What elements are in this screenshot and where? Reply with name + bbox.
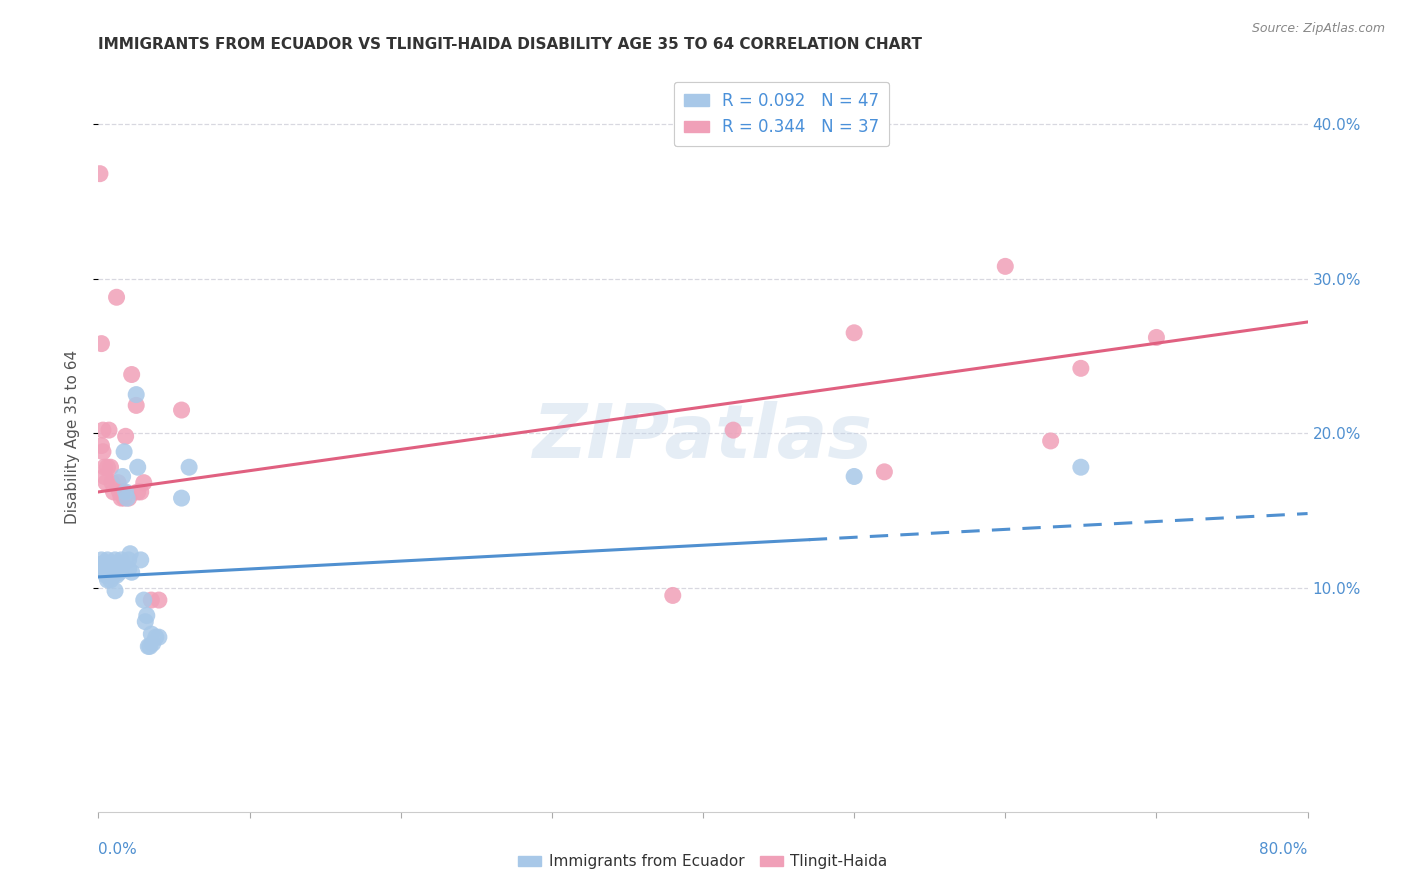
Point [93,469,115,483]
Text: ZIPatlas: ZIPatlas [533,401,873,474]
Point [111,469,134,483]
Point [107,475,129,490]
Point [93,460,115,475]
Point [661,589,683,603]
Point [112,491,135,505]
Point [104,553,127,567]
Point [98,568,121,582]
Point [90,439,112,453]
Point [114,484,136,499]
Point [121,368,143,382]
Point [89,167,111,181]
Text: Source: ZipAtlas.com: Source: ZipAtlas.com [1251,22,1385,36]
Point [129,484,152,499]
Point [108,566,131,580]
Point [132,593,155,607]
Point [127,484,149,499]
Point [135,608,157,623]
Point [1070,460,1092,475]
Point [96,460,118,475]
Point [127,460,149,475]
Point [103,484,125,499]
Point [108,484,131,499]
Y-axis label: Disability Age 35 to 64: Disability Age 35 to 64 [65,350,80,524]
Point [105,290,128,304]
Point [105,562,128,576]
Point [90,336,112,351]
Point [145,630,167,644]
Point [118,553,141,567]
Point [91,562,114,576]
Point [112,444,135,458]
Point [179,460,201,475]
Point [101,566,124,580]
Point [148,593,170,607]
Point [100,460,122,475]
Point [141,593,163,607]
Point [1039,434,1062,448]
Point [93,556,115,570]
Point [120,547,142,561]
Point [141,627,163,641]
Point [994,260,1017,274]
Point [134,615,156,629]
Point [142,636,165,650]
Point [121,566,143,580]
Point [100,573,122,587]
Point [90,553,112,567]
Point [139,640,162,654]
Point [136,640,159,654]
Point [94,475,117,490]
Point [118,562,141,576]
Point [96,573,118,587]
Point [94,568,117,582]
Point [170,491,193,505]
Point [91,423,114,437]
Point [98,423,121,437]
Text: 80.0%: 80.0% [1260,842,1308,857]
Point [110,491,132,505]
Point [104,583,127,598]
Point [873,465,896,479]
Point [89,558,111,572]
Point [170,403,193,417]
Point [105,568,128,582]
Point [111,484,134,499]
Point [96,553,118,567]
Point [132,475,155,490]
Legend: Immigrants from Ecuador, Tlingit-Haida: Immigrants from Ecuador, Tlingit-Haida [512,848,894,875]
Point [110,562,132,576]
Point [723,423,745,437]
Point [115,491,138,505]
Point [94,566,117,580]
Text: 0.0%: 0.0% [98,842,138,857]
Point [110,553,132,567]
Legend: R = 0.092   N = 47, R = 0.344   N = 37: R = 0.092 N = 47, R = 0.344 N = 37 [673,82,890,146]
Point [98,562,121,576]
Point [844,469,866,483]
Point [118,491,141,505]
Point [107,556,129,570]
Point [129,553,152,567]
Point [91,444,114,458]
Point [125,398,148,412]
Point [103,568,125,582]
Point [100,556,122,570]
Point [114,429,136,443]
Point [844,326,866,340]
Point [1070,361,1092,376]
Point [125,387,148,401]
Point [101,475,124,490]
Text: IMMIGRANTS FROM ECUADOR VS TLINGIT-HAIDA DISABILITY AGE 35 TO 64 CORRELATION CHA: IMMIGRANTS FROM ECUADOR VS TLINGIT-HAIDA… [98,37,922,52]
Point [148,630,170,644]
Point [103,559,125,574]
Point [1144,330,1167,344]
